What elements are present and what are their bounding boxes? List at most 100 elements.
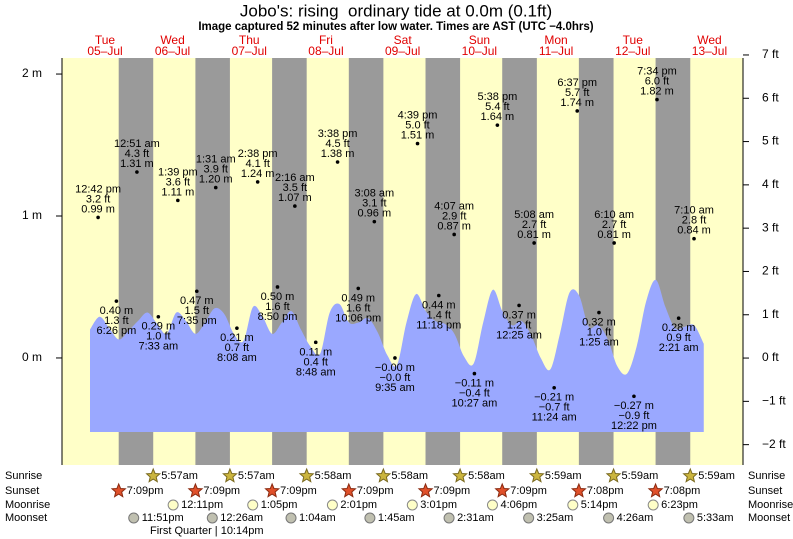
y2-tick-label: 6 ft bbox=[762, 90, 779, 104]
moonrise-icon bbox=[567, 499, 579, 511]
tide-label: 3:08 am bbox=[354, 188, 394, 200]
row-time: 1:45am bbox=[378, 512, 415, 524]
tide-label: 1.24 m bbox=[241, 168, 275, 180]
y-tick-label: 2 m bbox=[22, 66, 42, 80]
row-label: Sunrise bbox=[5, 470, 42, 482]
tide-label: 1.31 m bbox=[120, 158, 154, 170]
tide-label: 2:21 am bbox=[659, 342, 699, 354]
tide-label: 1:39 pm bbox=[158, 166, 198, 178]
tide-point bbox=[293, 204, 297, 208]
row-time: 3:01pm bbox=[420, 499, 457, 511]
tide-point bbox=[255, 180, 260, 184]
tide-label: 8:50 pm bbox=[258, 311, 298, 323]
tide-label: 1.07 m bbox=[278, 192, 312, 204]
sunset-icon bbox=[417, 482, 434, 498]
row-time: 3:25am bbox=[537, 512, 574, 524]
tide-point bbox=[135, 170, 139, 174]
row-time: 1:04am bbox=[299, 512, 336, 524]
tide-label: 0.40 m bbox=[100, 305, 134, 317]
tide-label: 1.38 m bbox=[321, 148, 355, 160]
day-date: 06–Jul bbox=[155, 44, 190, 58]
tide-label: 0.4 ft bbox=[304, 356, 328, 368]
tide-label: 0.96 m bbox=[358, 208, 392, 220]
tide-label: 6:37 pm bbox=[557, 77, 597, 89]
day-name: Sat bbox=[394, 33, 413, 47]
tide-label: 0.7 ft bbox=[225, 342, 249, 354]
tide-label: 0.37 m bbox=[502, 309, 536, 321]
sunrise-icon bbox=[528, 467, 545, 483]
moonrise-icon bbox=[167, 499, 179, 511]
tide-point bbox=[575, 109, 580, 113]
tide-label: 0.81 m bbox=[597, 229, 631, 241]
tide-label: 3.9 ft bbox=[204, 164, 228, 176]
row-time: 5:59am bbox=[545, 470, 582, 482]
tide-label: 2.9 ft bbox=[442, 210, 466, 222]
tide-label: 4.3 ft bbox=[125, 148, 149, 160]
sunrise-icon bbox=[298, 467, 315, 483]
row-time: 7:08pm bbox=[587, 485, 624, 497]
row-time: 5:57am bbox=[238, 470, 275, 482]
tide-label: 12:42 pm bbox=[75, 183, 121, 195]
tide-label: 3.6 ft bbox=[166, 176, 190, 188]
moonrise-icon bbox=[247, 499, 259, 511]
tide-label: 0.99 m bbox=[81, 203, 115, 215]
tide-label: 1.82 m bbox=[640, 86, 674, 98]
sunset-icon bbox=[570, 482, 587, 498]
day-name: Sun bbox=[469, 33, 490, 47]
tide-label: −0.11 m bbox=[455, 377, 494, 389]
sunset-icon bbox=[647, 482, 664, 498]
tide-label: 1.74 m bbox=[560, 97, 594, 109]
row-time: 11:51pm bbox=[142, 512, 184, 524]
tide-point bbox=[452, 232, 456, 237]
tide-label: 4.5 ft bbox=[325, 138, 349, 150]
row-time: 7:08pm bbox=[664, 485, 701, 497]
row-label: Moonrise bbox=[5, 499, 50, 511]
tide-point bbox=[235, 326, 239, 330]
row-time: 6:23pm bbox=[661, 499, 698, 511]
tide-label: 0.28 m bbox=[662, 322, 696, 334]
sunset-icon bbox=[187, 482, 204, 498]
moonrise-icon bbox=[486, 499, 498, 511]
day-date: 09–Jul bbox=[385, 44, 420, 58]
tide-label: 12:25 am bbox=[496, 329, 542, 341]
day-date: 10–Jul bbox=[462, 44, 497, 58]
tide-label: 0.50 m bbox=[261, 291, 295, 303]
tide-label: 9:35 am bbox=[375, 382, 415, 394]
sunrise-icon bbox=[605, 467, 622, 483]
tide-label: 11:24 am bbox=[532, 412, 577, 424]
row-label: Sunrise bbox=[748, 470, 785, 482]
row-time: 5:59am bbox=[622, 470, 659, 482]
tide-label: 10:06 pm bbox=[335, 312, 381, 324]
tide-label: 1.5 ft bbox=[185, 305, 209, 317]
moonrise-icon bbox=[647, 499, 659, 511]
tide-point bbox=[632, 394, 636, 399]
day-date: 13–Jul bbox=[692, 44, 727, 58]
row-label: Moonrise bbox=[748, 499, 793, 511]
tide-point bbox=[213, 185, 218, 190]
tide-label: 4:39 pm bbox=[398, 110, 438, 122]
row-label: Moonset bbox=[5, 512, 47, 524]
tide-point bbox=[114, 299, 119, 303]
row-time: 4:26am bbox=[617, 512, 654, 524]
day-name: Tue bbox=[95, 33, 116, 47]
tide-label: −0.0 ft bbox=[379, 372, 410, 384]
tide-point bbox=[517, 303, 521, 308]
tide-point bbox=[96, 215, 100, 220]
day-date: 11–Jul bbox=[539, 44, 573, 58]
tide-label: 5.4 ft bbox=[485, 101, 509, 113]
row-time: 1:05pm bbox=[261, 499, 298, 511]
sunset-icon bbox=[340, 482, 357, 498]
tide-label: 7:10 am bbox=[674, 205, 714, 217]
tide-label: 0.32 m bbox=[582, 316, 616, 328]
row-label: Moonset bbox=[748, 512, 790, 524]
tide-point bbox=[313, 340, 318, 345]
y-tick-label: 0 m bbox=[22, 350, 42, 364]
row-time: 5:33am bbox=[697, 512, 734, 524]
day-date: 05–Jul bbox=[87, 44, 122, 58]
row-time: 4:06pm bbox=[500, 499, 537, 511]
moonset-icon bbox=[364, 512, 376, 524]
tide-area bbox=[90, 279, 704, 432]
tide-point bbox=[552, 385, 556, 390]
tide-point bbox=[676, 316, 681, 321]
